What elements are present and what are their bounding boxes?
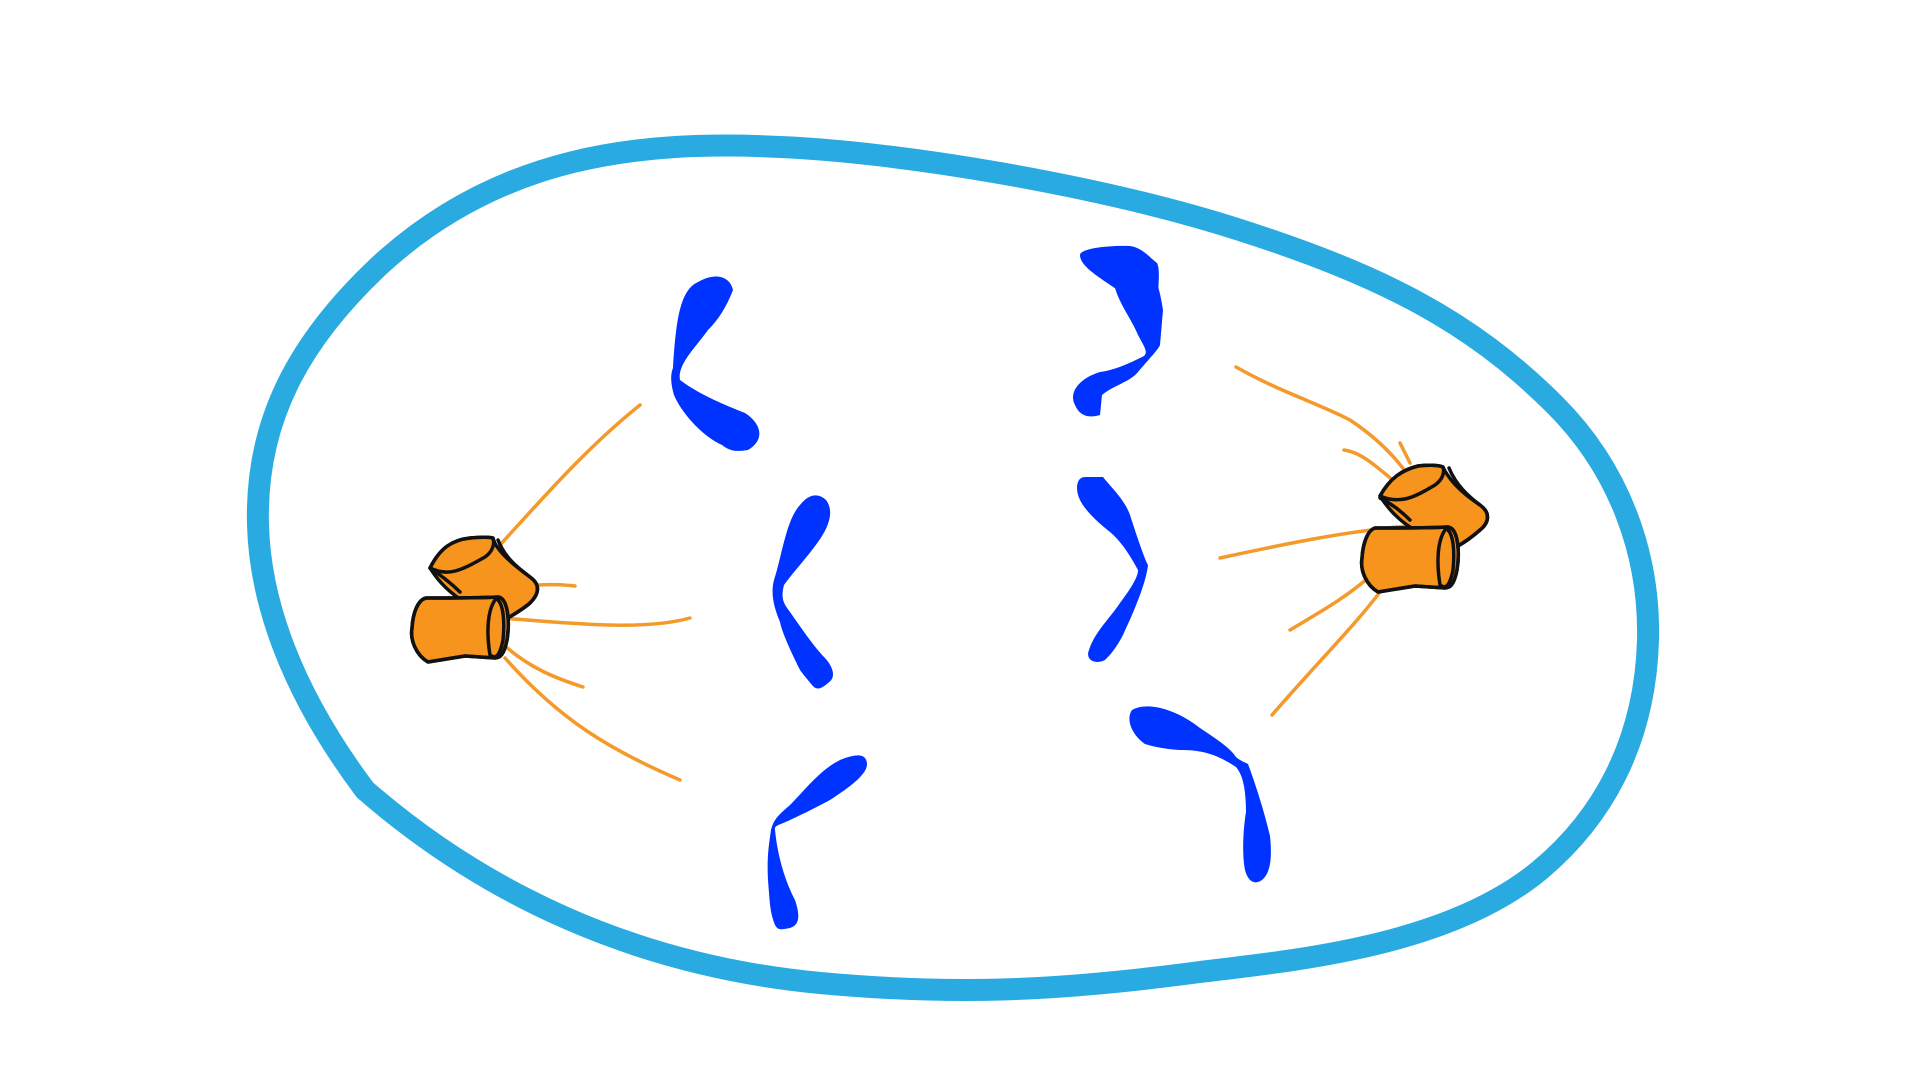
centriole-outline (1436, 528, 1456, 589)
centriole (1359, 525, 1461, 594)
centriole-pair-right (1359, 463, 1490, 594)
centriole-outline (1378, 463, 1446, 502)
centriole (409, 595, 511, 664)
spindle-fiber (536, 582, 577, 588)
spindle-fiber (1288, 576, 1370, 632)
chromosomes-left-group (671, 276, 867, 930)
centriole-outline (1447, 466, 1490, 548)
spindle-fibers-left (498, 403, 692, 782)
centriole-outline (409, 595, 511, 664)
centriole-outline (428, 566, 462, 594)
chromosome (1072, 247, 1163, 417)
spindle-fiber (498, 403, 642, 547)
spindle-fiber (503, 656, 682, 782)
cell-membrane (246, 134, 1660, 1002)
spindle-fiber (503, 644, 585, 689)
spindle-fiber (498, 616, 692, 627)
spindle-fiber (1398, 441, 1412, 465)
centriole-outline (486, 598, 506, 659)
chromosome (1129, 706, 1271, 883)
chromosome (772, 495, 834, 689)
centriole-outline (496, 538, 540, 620)
centriole-outline (1359, 525, 1461, 594)
spindle-fiber (1234, 365, 1412, 480)
centriole-outline (428, 535, 496, 574)
centriole-pair-left (409, 535, 540, 664)
chromosomes-right-group (1072, 245, 1271, 883)
spindle-fiber (1270, 590, 1382, 717)
chromosome (767, 755, 867, 930)
chromosome (671, 276, 760, 451)
chromosome (1077, 477, 1148, 662)
centriole-outline (1378, 496, 1412, 522)
spindle-fiber (1342, 448, 1397, 484)
